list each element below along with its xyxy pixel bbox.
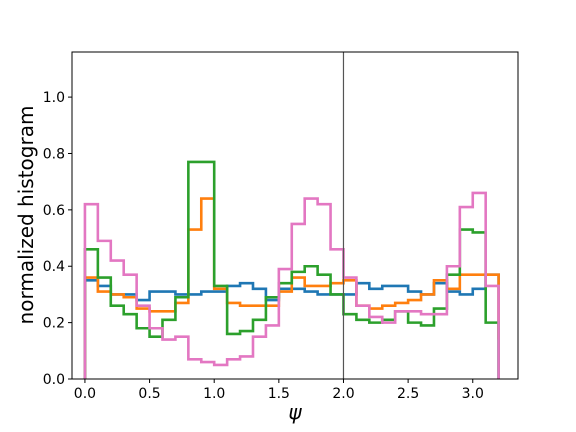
y-tick-label: 0.2 <box>43 316 65 332</box>
y-axis-label: normalized histogram <box>14 106 38 325</box>
y-tick-label: 0.4 <box>43 259 65 275</box>
y-tick-label: 0.6 <box>43 203 65 219</box>
x-tick-label: 1.0 <box>203 386 225 402</box>
histogram-series-2 <box>83 197 500 379</box>
x-tick-label: 0.5 <box>138 386 160 402</box>
x-tick-label: 3.0 <box>462 386 484 402</box>
y-tick-label: 0.0 <box>43 372 65 388</box>
plot-area-frame <box>71 51 519 380</box>
histogram-series-3 <box>83 160 500 379</box>
x-axis-ticks: 0.0 0.5 1.0 1.5 2.0 2.5 3.0 <box>74 379 484 402</box>
series-layer <box>83 160 500 379</box>
x-tick-label: 0.0 <box>74 386 96 402</box>
histogram-series-1 <box>83 273 500 379</box>
x-tick-label: 2.5 <box>397 386 419 402</box>
plot-area-background <box>72 52 518 379</box>
y-axis-ticks: 0.0 0.2 0.4 0.6 0.8 1.0 <box>43 90 72 388</box>
y-tick-label: 0.8 <box>43 146 65 162</box>
x-tick-label: 2.0 <box>332 386 354 402</box>
histogram-series-4 <box>83 191 500 379</box>
x-tick-label: 1.5 <box>268 386 290 402</box>
y-tick-label: 1.0 <box>43 90 65 106</box>
x-axis-label: ψ <box>288 400 302 424</box>
